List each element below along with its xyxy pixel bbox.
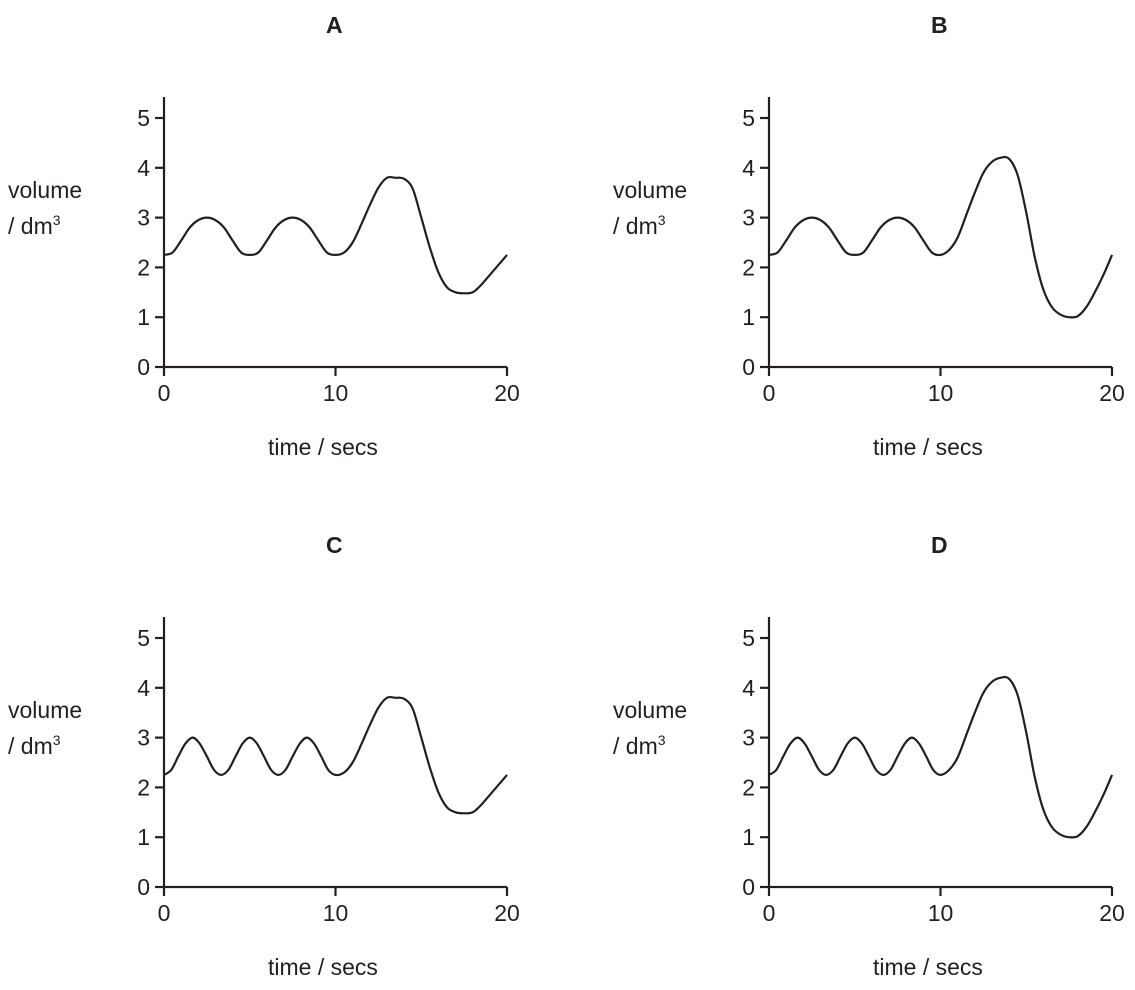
y-tick-label: 0	[137, 354, 150, 380]
y-axis-label: volume / dm3	[613, 697, 688, 759]
x-tick-label: 10	[928, 900, 954, 926]
x-tick-label: 0	[763, 900, 776, 926]
y-axis-label: volume / dm3	[613, 177, 688, 239]
y-axis-label: volume / dm3	[8, 177, 83, 239]
y-tick-label: 5	[137, 105, 150, 131]
y-tick-label: 5	[137, 625, 150, 651]
volume-curve	[163, 695, 508, 815]
chart-title: A	[326, 12, 343, 38]
plot-area: 0 1 2 3 4 5 0 10 20	[742, 97, 1125, 406]
y-tick-label: 5	[742, 625, 755, 651]
y-tick-label: 3	[137, 205, 150, 231]
chart-panel-a: A volume / dm3 time / secs 0 1 2 3 4 5 0 10 20	[0, 0, 560, 470]
y-tick-label: 4	[137, 155, 150, 181]
x-tick-label: 20	[1099, 380, 1125, 406]
chart-title: C	[326, 532, 343, 558]
volume-curve	[768, 675, 1114, 839]
y-tick-label: 1	[137, 304, 150, 330]
x-axis-label: time / secs	[268, 954, 378, 980]
volume-curve	[768, 155, 1114, 319]
plot-area: 0 1 2 3 4 5 0 10 20	[137, 617, 520, 926]
y-tick-label: 1	[137, 824, 150, 850]
y-tick-label: 4	[742, 155, 755, 181]
chart-title: B	[931, 12, 948, 38]
chart-panel-b: B volume / dm3 time / secs 0 1 2 3 4 5 0 10 20	[605, 0, 1135, 470]
y-tick-label: 2	[137, 774, 150, 800]
y-tick-label: 2	[137, 254, 150, 280]
x-tick-label: 20	[494, 900, 520, 926]
chart-title: D	[931, 532, 948, 558]
x-tick-label: 10	[928, 380, 954, 406]
y-tick-label: 2	[742, 254, 755, 280]
y-axis-label: volume / dm3	[8, 697, 83, 759]
y-tick-label: 0	[137, 874, 150, 900]
x-tick-label: 0	[763, 380, 776, 406]
y-tick-label: 0	[742, 354, 755, 380]
y-tick-label: 3	[742, 205, 755, 231]
y-tick-label: 3	[137, 725, 150, 751]
x-axis-label: time / secs	[268, 434, 378, 460]
y-tick-label: 5	[742, 105, 755, 131]
y-tick-label: 1	[742, 304, 755, 330]
volume-curve	[163, 175, 508, 295]
x-tick-label: 10	[323, 900, 349, 926]
x-tick-label: 20	[1099, 900, 1125, 926]
y-tick-label: 2	[742, 774, 755, 800]
y-tick-label: 0	[742, 874, 755, 900]
y-tick-label: 4	[742, 675, 755, 701]
x-tick-label: 20	[494, 380, 520, 406]
x-tick-label: 0	[158, 900, 171, 926]
y-tick-label: 4	[137, 675, 150, 701]
x-tick-label: 10	[323, 380, 349, 406]
x-axis-label: time / secs	[873, 434, 983, 460]
plot-area: 0 1 2 3 4 5 0 10 20	[137, 97, 520, 406]
plot-area: 0 1 2 3 4 5 0 10 20	[742, 617, 1125, 926]
x-axis-label: time / secs	[873, 954, 983, 980]
y-tick-label: 1	[742, 824, 755, 850]
y-tick-label: 3	[742, 725, 755, 751]
chart-panel-c: C volume / dm3 time / secs 0 1 2 3 4 5 0 10 20	[0, 520, 560, 990]
chart-panel-d: D volume / dm3 time / secs 0 1 2 3 4 5 0 10 20	[605, 520, 1135, 990]
x-tick-label: 0	[158, 380, 171, 406]
